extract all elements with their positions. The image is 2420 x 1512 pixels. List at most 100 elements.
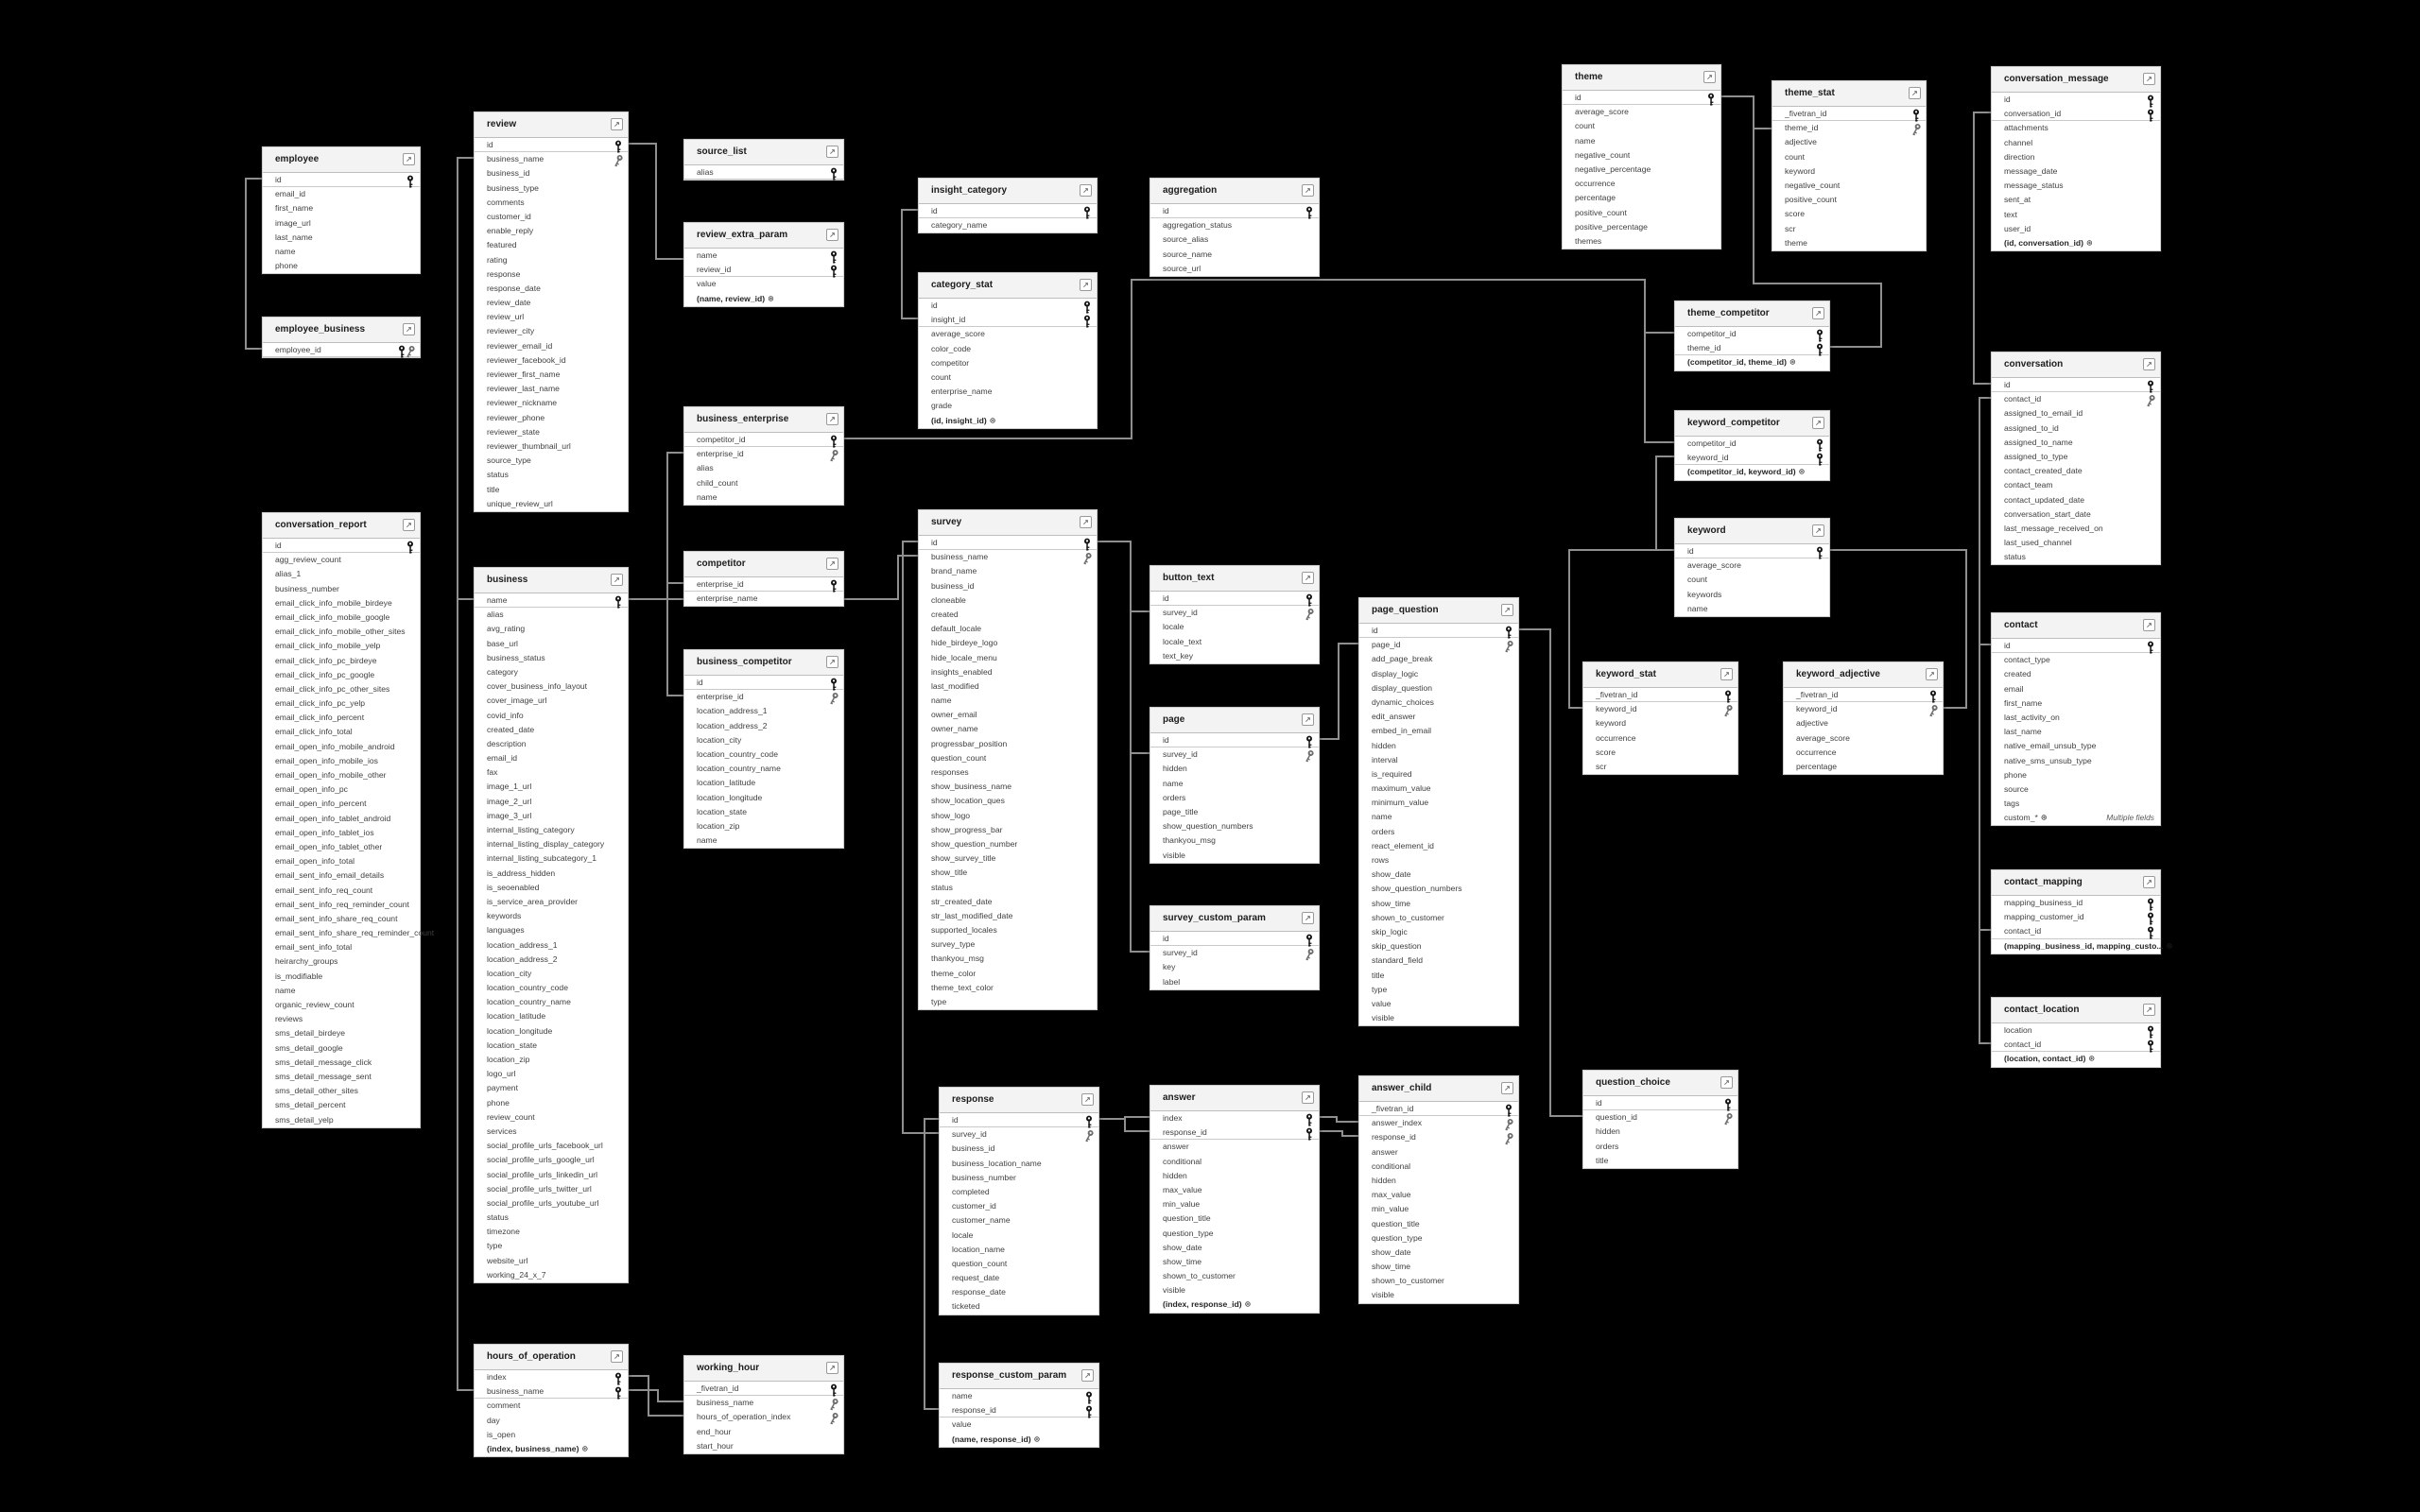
- table-contact_mapping[interactable]: contact_mapping ↗ mapping_business_id mappi…: [1991, 869, 2172, 954]
- open-link-icon[interactable]: ↗: [826, 1362, 838, 1374]
- table-business[interactable]: business ↗ name alias avg_rating base_url busi…: [474, 567, 629, 1283]
- open-link-icon[interactable]: ↗: [1080, 516, 1092, 528]
- open-link-icon[interactable]: ↗: [826, 558, 838, 570]
- open-link-icon[interactable]: ↗: [2143, 619, 2155, 631]
- table-header[interactable]: conversation_message ↗: [1992, 67, 2160, 93]
- table-source_list[interactable]: source_list ↗ alias: [683, 139, 844, 181]
- open-link-icon[interactable]: ↗: [2143, 358, 2155, 370]
- table-insight_category[interactable]: insight_category ↗ id category_name: [918, 178, 1098, 234]
- table-conversation[interactable]: conversation ↗ id contact_id assigned_to_ema…: [1991, 352, 2161, 566]
- open-link-icon[interactable]: ↗: [611, 574, 623, 586]
- open-link-icon[interactable]: ↗: [403, 519, 415, 531]
- table-header[interactable]: question_choice ↗: [1583, 1071, 1737, 1096]
- table-button_text[interactable]: button_text ↗ id survey_id locale locale_text…: [1150, 565, 1320, 664]
- table-competitor[interactable]: competitor ↗ enterprise_id enterprise_name: [683, 551, 844, 608]
- open-link-icon[interactable]: ↗: [2143, 876, 2155, 888]
- open-link-icon[interactable]: ↗: [403, 323, 415, 335]
- table-header[interactable]: keyword_competitor ↗: [1675, 411, 1829, 437]
- table-working_hour[interactable]: working_hour ↗ _fivetran_id business_name ho…: [683, 1355, 844, 1454]
- table-page[interactable]: page ↗ id survey_id hidden name orders page_tit…: [1150, 707, 1320, 864]
- open-link-icon[interactable]: ↗: [826, 413, 838, 425]
- table-employee_business[interactable]: employee_business ↗ employee_id: [262, 317, 421, 359]
- table-keyword_stat[interactable]: keyword_stat ↗ _fivetran_id keyword_id keywo…: [1582, 662, 1738, 776]
- table-header[interactable]: answer_child ↗: [1359, 1076, 1518, 1102]
- table-header[interactable]: survey ↗: [919, 510, 1097, 536]
- table-employee[interactable]: employee ↗ id email_id first_name image_url la…: [262, 146, 421, 275]
- open-link-icon[interactable]: ↗: [611, 118, 623, 130]
- table-response[interactable]: response ↗ id survey_id business_id business_…: [939, 1087, 1099, 1315]
- open-link-icon[interactable]: ↗: [1081, 1093, 1094, 1106]
- table-header[interactable]: aggregation ↗: [1150, 179, 1319, 204]
- table-header[interactable]: employee ↗: [263, 147, 420, 173]
- table-theme[interactable]: theme ↗ id average_score count name negative_c…: [1562, 64, 1721, 250]
- open-link-icon[interactable]: ↗: [1812, 417, 1824, 429]
- open-link-icon[interactable]: ↗: [1909, 87, 1921, 99]
- table-header[interactable]: source_list ↗: [684, 140, 843, 165]
- table-header[interactable]: employee_business ↗: [263, 318, 420, 343]
- table-review_extra_param[interactable]: review_extra_param ↗ name review_id value (na…: [683, 222, 844, 307]
- open-link-icon[interactable]: ↗: [1080, 184, 1092, 197]
- table-header[interactable]: button_text ↗: [1150, 566, 1319, 592]
- table-conversation_message[interactable]: conversation_message ↗ id conversation_id at…: [1991, 66, 2161, 252]
- table-conversation_report[interactable]: conversation_report ↗ id agg_review_count al…: [262, 512, 434, 1128]
- table-contact[interactable]: contact ↗ id contact_type created email first_…: [1991, 612, 2161, 827]
- table-header[interactable]: response_custom_param ↗: [940, 1364, 1098, 1389]
- table-keyword_competitor[interactable]: keyword_competitor ↗ competitor_id keyword_…: [1674, 410, 1830, 481]
- open-link-icon[interactable]: ↗: [403, 153, 415, 165]
- open-link-icon[interactable]: ↗: [1302, 572, 1314, 584]
- table-header[interactable]: category_stat ↗: [919, 273, 1097, 299]
- open-link-icon[interactable]: ↗: [1812, 524, 1824, 537]
- open-link-icon[interactable]: ↗: [611, 1350, 623, 1363]
- table-header[interactable]: theme ↗: [1563, 65, 1720, 91]
- open-link-icon[interactable]: ↗: [826, 229, 838, 241]
- table-header[interactable]: theme_stat ↗: [1772, 81, 1926, 107]
- table-header[interactable]: hours_of_operation ↗: [475, 1345, 628, 1370]
- open-link-icon[interactable]: ↗: [2143, 1004, 2155, 1016]
- table-header[interactable]: competitor ↗: [684, 552, 843, 577]
- table-hours_of_operation[interactable]: hours_of_operation ↗ index business_name com…: [474, 1344, 629, 1458]
- table-category_stat[interactable]: category_stat ↗ id insight_id average_score c…: [918, 272, 1098, 429]
- open-link-icon[interactable]: ↗: [1703, 71, 1716, 83]
- open-link-icon[interactable]: ↗: [2143, 73, 2155, 85]
- table-business_enterprise[interactable]: business_enterprise ↗ competitor_id enterpr…: [683, 406, 844, 506]
- table-answer_child[interactable]: answer_child ↗ _fivetran_id answer_index res…: [1358, 1075, 1519, 1304]
- table-header[interactable]: review_extra_param ↗: [684, 223, 843, 249]
- open-link-icon[interactable]: ↗: [1081, 1369, 1094, 1382]
- table-header[interactable]: business_enterprise ↗: [684, 407, 843, 433]
- table-review[interactable]: review ↗ id business_name business_id busines…: [474, 112, 629, 512]
- table-header[interactable]: answer ↗: [1150, 1086, 1319, 1111]
- table-business_competitor[interactable]: business_competitor ↗ id enterprise_id locat…: [683, 649, 844, 850]
- table-header[interactable]: business ↗: [475, 568, 628, 593]
- table-page_question[interactable]: page_question ↗ id page_id add_page_break dis…: [1358, 597, 1519, 1027]
- open-link-icon[interactable]: ↗: [1501, 604, 1513, 616]
- table-header[interactable]: business_competitor ↗: [684, 650, 843, 676]
- table-survey[interactable]: survey ↗ id business_name brand_name business…: [918, 509, 1098, 1011]
- table-aggregation[interactable]: aggregation ↗ id aggregation_status source_a…: [1150, 178, 1320, 277]
- table-header[interactable]: keyword_adjective ↗: [1784, 662, 1943, 688]
- table-header[interactable]: page_question ↗: [1359, 598, 1518, 624]
- table-header[interactable]: contact_location ↗: [1992, 998, 2160, 1023]
- open-link-icon[interactable]: ↗: [1812, 307, 1824, 319]
- table-header[interactable]: contact_mapping ↗: [1992, 870, 2160, 896]
- open-link-icon[interactable]: ↗: [1720, 1076, 1733, 1089]
- table-header[interactable]: review ↗: [475, 112, 628, 138]
- table-keyword[interactable]: keyword ↗ id average_score count keywords name: [1674, 518, 1830, 617]
- open-link-icon[interactable]: ↗: [1080, 279, 1092, 291]
- table-header[interactable]: theme_competitor ↗: [1675, 301, 1829, 327]
- open-link-icon[interactable]: ↗: [826, 656, 838, 668]
- table-response_custom_param[interactable]: response_custom_param ↗ name response_id val…: [939, 1363, 1099, 1448]
- table-header[interactable]: insight_category ↗: [919, 179, 1097, 204]
- table-survey_custom_param[interactable]: survey_custom_param ↗ id survey_id key label: [1150, 905, 1320, 990]
- table-header[interactable]: keyword_stat ↗: [1583, 662, 1737, 688]
- table-header[interactable]: survey_custom_param ↗: [1150, 906, 1319, 932]
- open-link-icon[interactable]: ↗: [1302, 184, 1314, 197]
- open-link-icon[interactable]: ↗: [826, 146, 838, 158]
- table-header[interactable]: conversation ↗: [1992, 352, 2160, 378]
- open-link-icon[interactable]: ↗: [1926, 668, 1938, 680]
- open-link-icon[interactable]: ↗: [1302, 912, 1314, 924]
- table-header[interactable]: contact ↗: [1992, 613, 2160, 639]
- table-question_choice[interactable]: question_choice ↗ id question_id hidden order…: [1582, 1070, 1738, 1169]
- table-contact_location[interactable]: contact_location ↗ location contact_id (loca…: [1991, 997, 2161, 1068]
- table-header[interactable]: working_hour ↗: [684, 1356, 843, 1382]
- table-header[interactable]: keyword ↗: [1675, 519, 1829, 544]
